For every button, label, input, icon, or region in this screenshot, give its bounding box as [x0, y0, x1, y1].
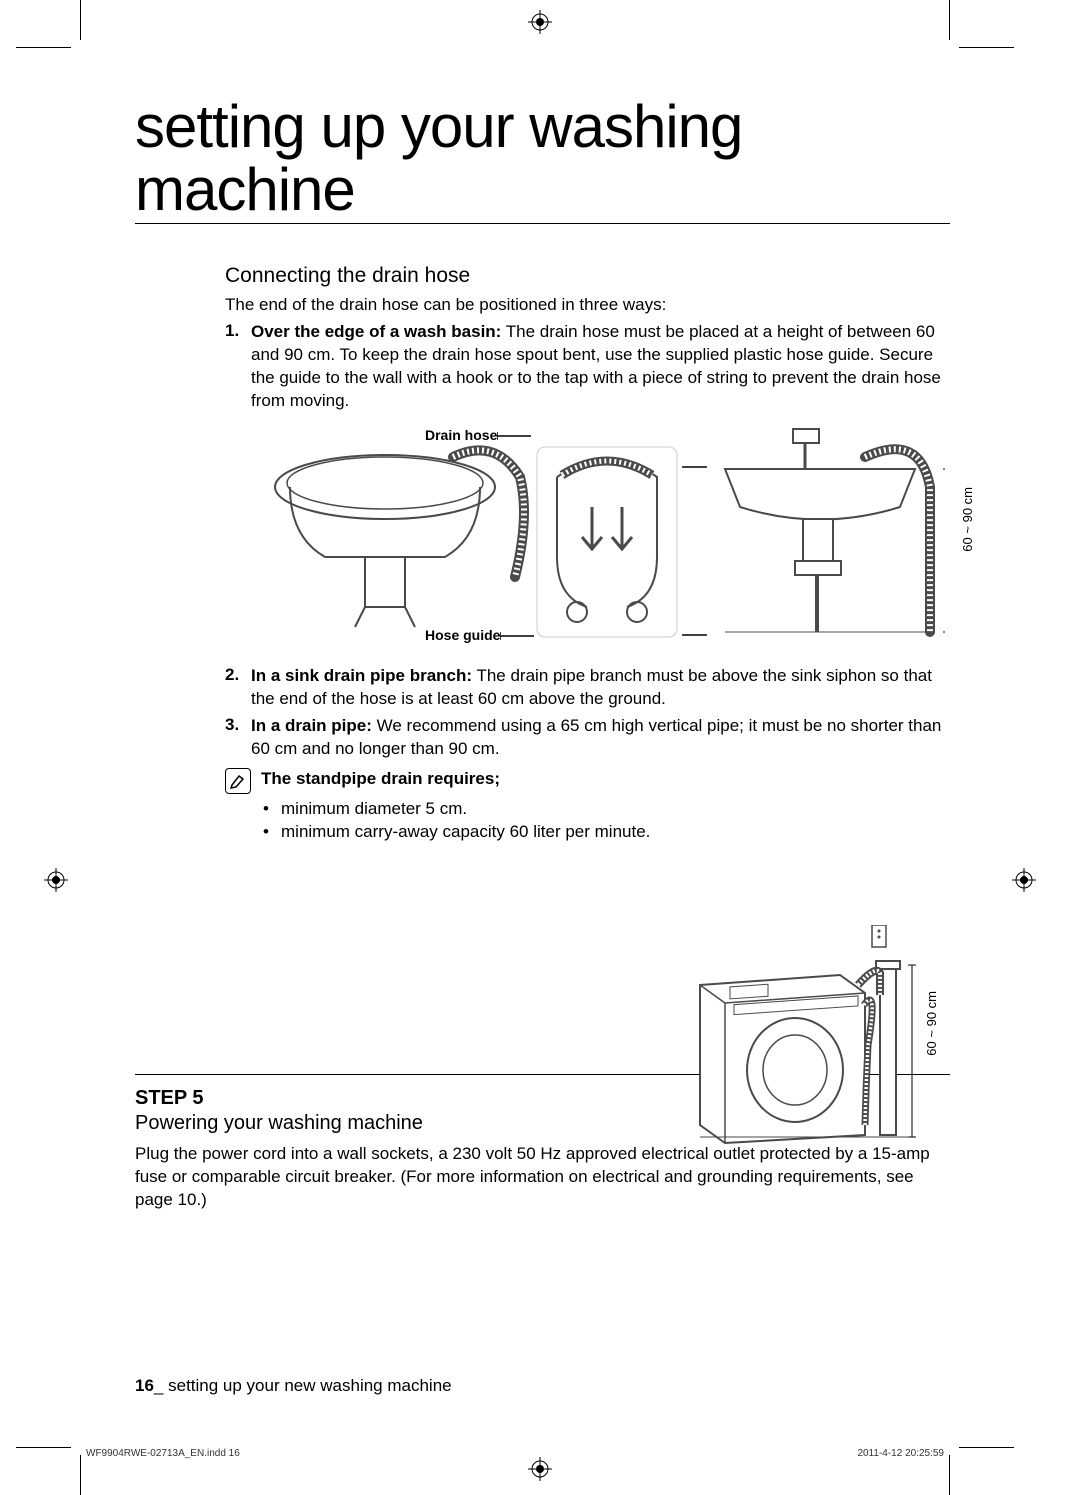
page-footer: 16_ setting up your new washing machine: [135, 1376, 452, 1396]
label-drain-hose: Drain hose: [425, 427, 531, 443]
note-icon: [225, 768, 251, 794]
registration-mark-icon: [528, 1457, 552, 1481]
note-heading: The standpipe drain requires;: [261, 768, 500, 794]
content-area: Connecting the drain hose The end of the…: [135, 264, 950, 844]
crop-mark: [16, 47, 71, 48]
crop-mark: [959, 47, 1014, 48]
list-item: 3. In a drain pipe: We recommend using a…: [225, 715, 950, 761]
crop-mark: [949, 1455, 950, 1495]
footer-text: setting up your new washing machine: [168, 1376, 452, 1395]
diagram-machine: 60 ~ 90 cm: [680, 925, 950, 1145]
crop-mark: [959, 1447, 1014, 1448]
meta-file: WF9904RWE-02713A_EN.indd 16: [86, 1448, 240, 1459]
item-bold: In a sink drain pipe branch:: [251, 666, 472, 685]
meta-date: 2011-4-12 20:25:59: [857, 1448, 944, 1459]
crop-mark: [80, 0, 81, 40]
item-body: In a sink drain pipe branch: The drain p…: [251, 665, 950, 711]
crop-mark: [949, 0, 950, 40]
washing-machine-icon: [680, 925, 950, 1145]
bullet-item: minimum diameter 5 cm.: [281, 798, 950, 821]
note-block: The standpipe drain requires;: [225, 768, 950, 794]
item-bold: In a drain pipe:: [251, 716, 372, 735]
intro-text: The end of the drain hose can be positio…: [225, 294, 950, 317]
subsection-heading: Connecting the drain hose: [225, 264, 950, 288]
list-item: 1. Over the edge of a wash basin: The dr…: [225, 321, 950, 413]
item-body: In a drain pipe: We recommend using a 65…: [251, 715, 950, 761]
registration-mark-icon: [1012, 868, 1036, 892]
page-title: setting up your washing machine: [135, 95, 950, 224]
item-number: 2.: [225, 665, 251, 711]
item-body: Over the edge of a wash basin: The drain…: [251, 321, 950, 413]
footer-sep: _: [154, 1376, 168, 1395]
basin-hose-diagram-icon: [265, 427, 945, 647]
crop-mark: [16, 1447, 71, 1448]
item-number: 1.: [225, 321, 251, 413]
page-content: setting up your washing machine Connecti…: [135, 95, 950, 1216]
dimension-label: 60 ~ 90 cm: [924, 991, 939, 1056]
list-item: 2. In a sink drain pipe branch: The drai…: [225, 665, 950, 711]
registration-mark-icon: [528, 10, 552, 34]
crop-mark: [80, 1455, 81, 1495]
dimension-label: 60 ~ 90 cm: [960, 487, 975, 552]
step-text: Plug the power cord into a wall sockets,…: [135, 1143, 950, 1212]
item-number: 3.: [225, 715, 251, 761]
diagram-basin: Drain hose Hose guide: [265, 427, 950, 647]
label-hose-guide: Hose guide: [425, 627, 534, 643]
bullet-item: minimum carry-away capacity 60 liter per…: [281, 821, 950, 844]
registration-mark-icon: [44, 868, 68, 892]
note-bullets: minimum diameter 5 cm. minimum carry-awa…: [225, 798, 950, 844]
item-bold: Over the edge of a wash basin:: [251, 322, 501, 341]
page-number: 16: [135, 1376, 154, 1395]
